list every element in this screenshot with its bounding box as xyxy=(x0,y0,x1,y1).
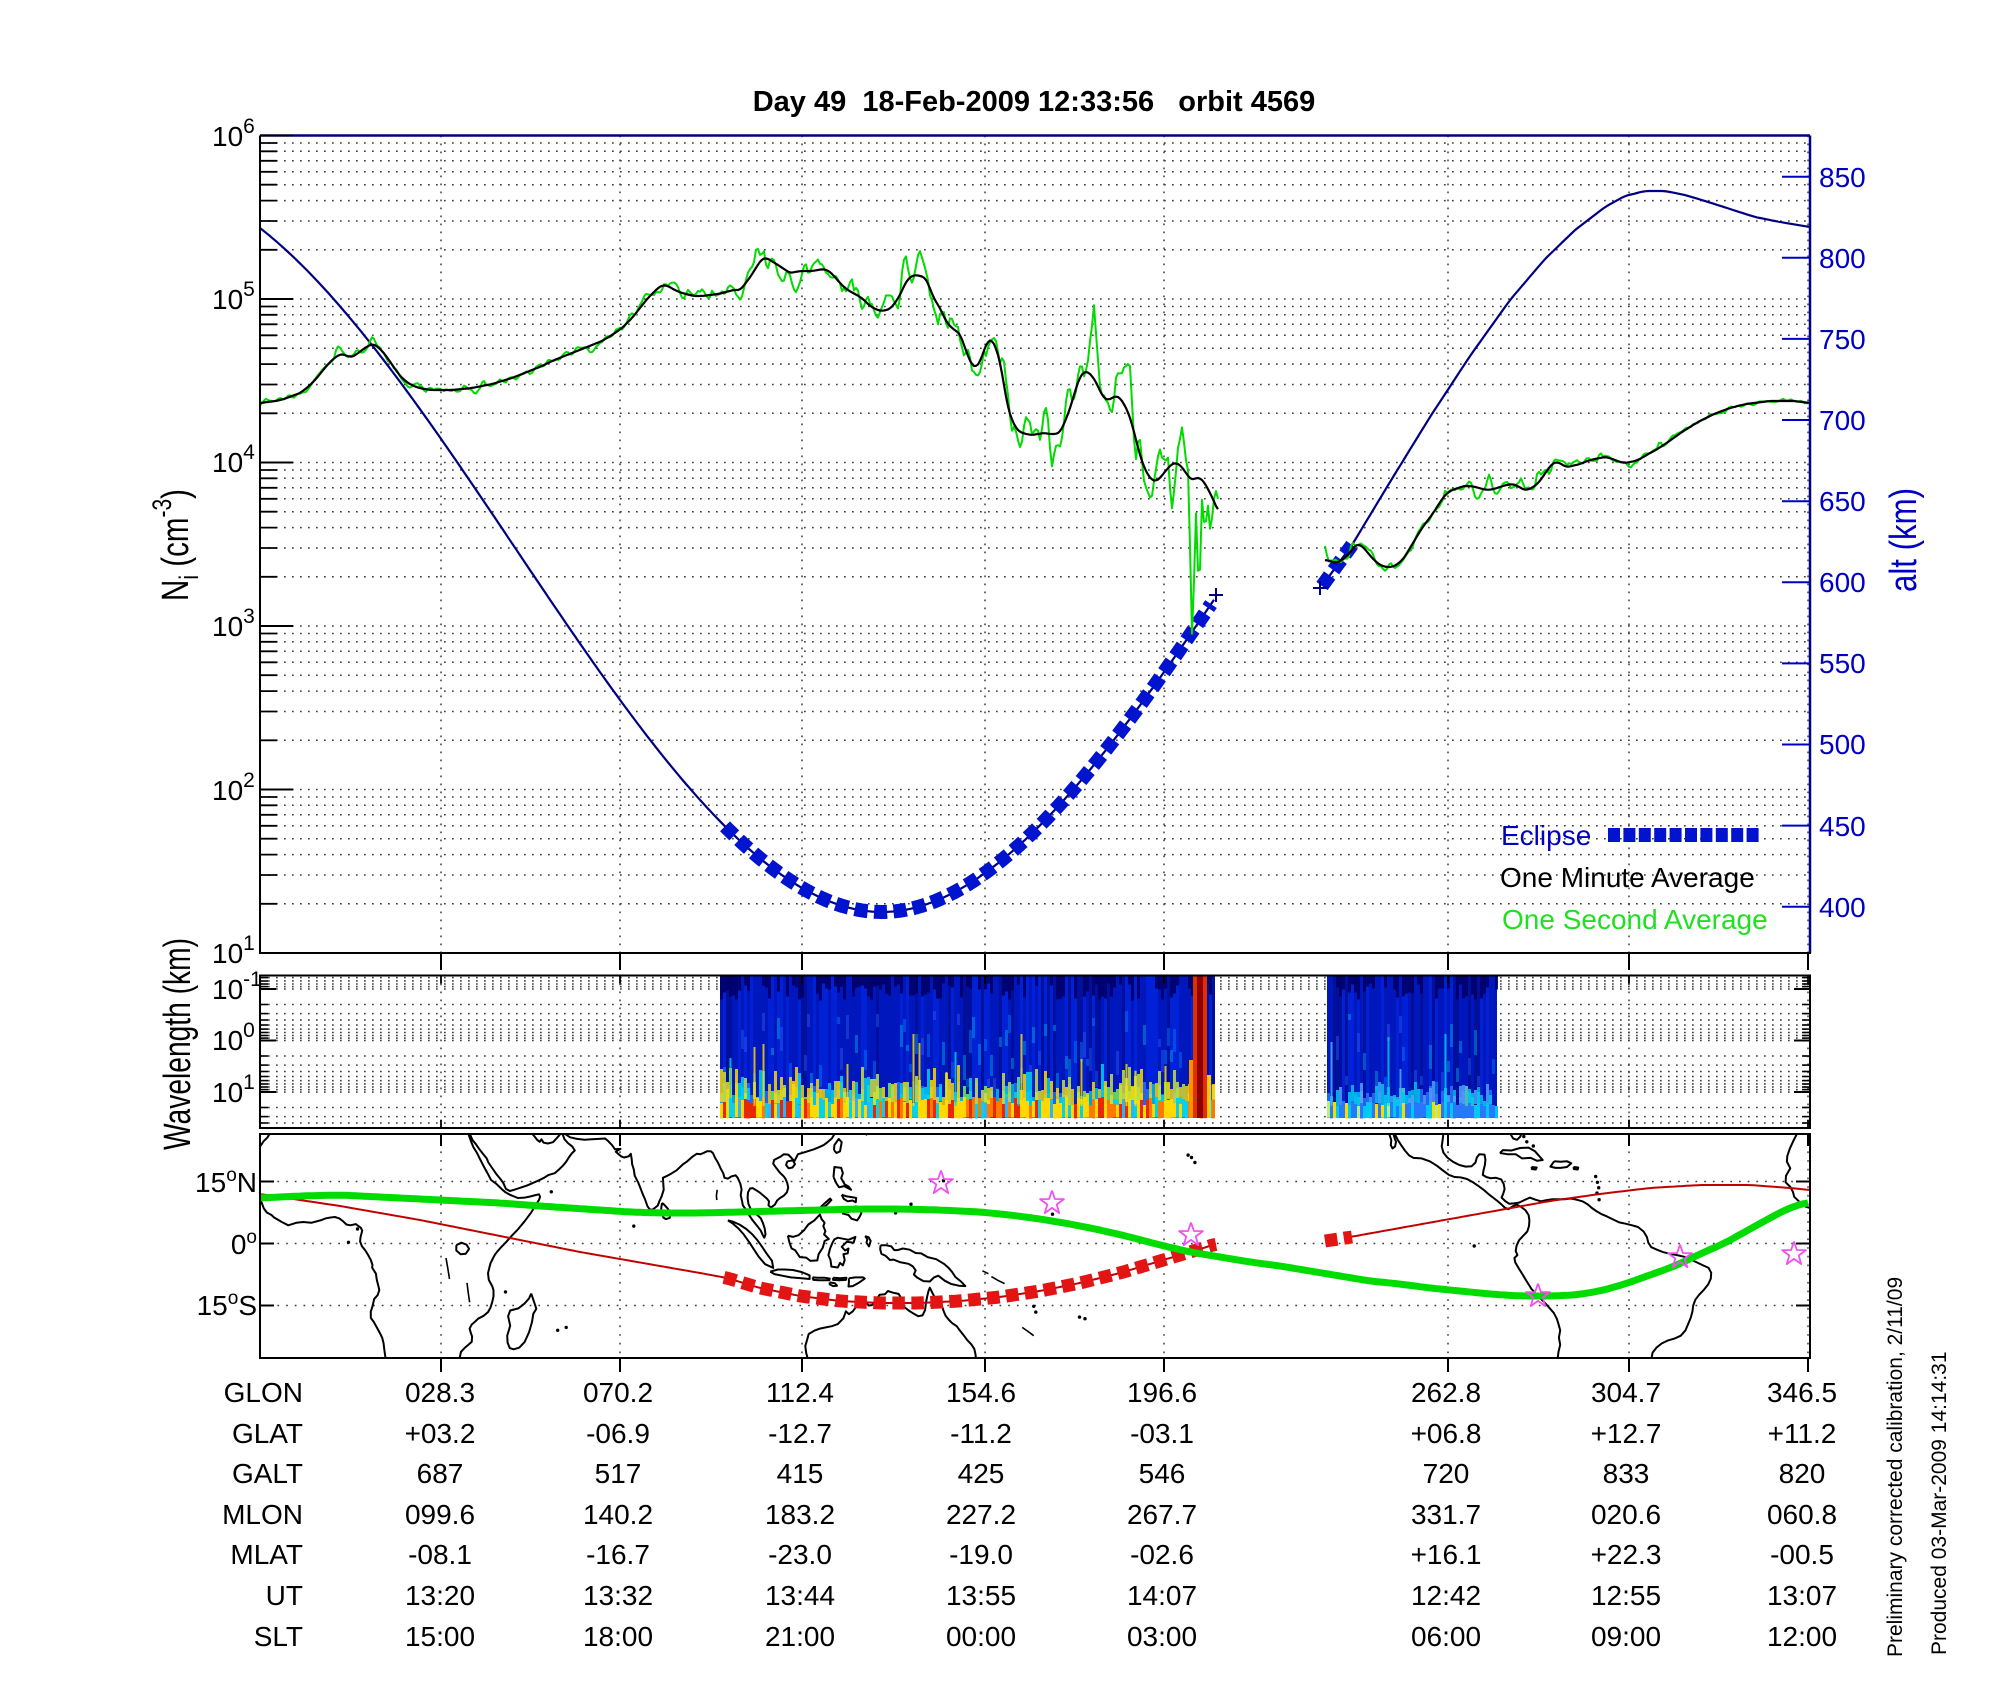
svg-text:13:32: 13:32 xyxy=(583,1580,653,1611)
svg-text:GLAT: GLAT xyxy=(232,1418,303,1449)
svg-text:720: 720 xyxy=(1423,1458,1470,1489)
svg-text:13:07: 13:07 xyxy=(1767,1580,1837,1611)
svg-text:-16.7: -16.7 xyxy=(586,1539,650,1570)
svg-text:267.7: 267.7 xyxy=(1127,1499,1197,1530)
svg-text:-19.0: -19.0 xyxy=(949,1539,1013,1570)
svg-text:550: 550 xyxy=(1819,648,1866,679)
svg-text:112.4: 112.4 xyxy=(766,1377,834,1408)
svg-text:070.2: 070.2 xyxy=(583,1377,653,1408)
svg-text:+16.1: +16.1 xyxy=(1411,1539,1482,1570)
svg-text:13:20: 13:20 xyxy=(405,1580,475,1611)
svg-text:Eclipse: Eclipse xyxy=(1501,820,1591,851)
svg-text:500: 500 xyxy=(1819,729,1866,760)
svg-text:304.7: 304.7 xyxy=(1591,1377,1661,1408)
svg-text:13:55: 13:55 xyxy=(946,1580,1016,1611)
svg-text:03:00: 03:00 xyxy=(1127,1621,1197,1652)
svg-text:800: 800 xyxy=(1819,243,1866,274)
svg-text:331.7: 331.7 xyxy=(1411,1499,1481,1530)
svg-text:+12.7: +12.7 xyxy=(1591,1418,1662,1449)
svg-text:SLT: SLT xyxy=(254,1621,303,1652)
svg-text:517: 517 xyxy=(595,1458,642,1489)
svg-text:UT: UT xyxy=(266,1580,303,1611)
svg-text:Produced 03-Mar-2009 14:14:31: Produced 03-Mar-2009 14:14:31 xyxy=(1928,1351,1951,1655)
svg-text:12:00: 12:00 xyxy=(1767,1621,1837,1652)
svg-text:346.5: 346.5 xyxy=(1767,1377,1837,1408)
svg-text:450: 450 xyxy=(1819,811,1866,842)
svg-text:600: 600 xyxy=(1819,567,1866,598)
svg-text:Wavelength (km): Wavelength (km) xyxy=(157,938,199,1150)
svg-text:099.6: 099.6 xyxy=(405,1499,475,1530)
svg-text:415: 415 xyxy=(777,1458,824,1489)
svg-text:-08.1: -08.1 xyxy=(408,1539,472,1570)
svg-text:850: 850 xyxy=(1819,162,1866,193)
svg-text:MLAT: MLAT xyxy=(230,1539,303,1570)
svg-text:12:55: 12:55 xyxy=(1591,1580,1661,1611)
svg-text:820: 820 xyxy=(1779,1458,1826,1489)
svg-text:alt (km): alt (km) xyxy=(1883,488,1925,592)
svg-text:425: 425 xyxy=(958,1458,1005,1489)
svg-text:687: 687 xyxy=(417,1458,464,1489)
svg-text:650: 650 xyxy=(1819,486,1866,517)
svg-text:+22.3: +22.3 xyxy=(1591,1539,1662,1570)
svg-text:-23.0: -23.0 xyxy=(768,1539,832,1570)
svg-text:GLON: GLON xyxy=(224,1377,303,1408)
svg-text:+11.2: +11.2 xyxy=(1768,1418,1837,1449)
svg-text:196.6: 196.6 xyxy=(1127,1377,1197,1408)
svg-text:227.2: 227.2 xyxy=(946,1499,1016,1530)
svg-text:Preliminary corrected calibrat: Preliminary corrected calibration, 2/11/… xyxy=(1884,1277,1907,1657)
svg-text:060.8: 060.8 xyxy=(1767,1499,1837,1530)
svg-text:09:00: 09:00 xyxy=(1591,1621,1661,1652)
svg-text:+06.8: +06.8 xyxy=(1411,1418,1482,1449)
svg-text:13:44: 13:44 xyxy=(765,1580,835,1611)
svg-text:262.8: 262.8 xyxy=(1411,1377,1481,1408)
svg-text:06:00: 06:00 xyxy=(1411,1621,1481,1652)
svg-text:15oN: 15oN xyxy=(195,1165,257,1198)
svg-text:12:42: 12:42 xyxy=(1411,1580,1481,1611)
svg-text:15:00: 15:00 xyxy=(405,1621,475,1652)
svg-text:700: 700 xyxy=(1819,405,1866,436)
svg-text:-11.2: -11.2 xyxy=(950,1418,1012,1449)
svg-text:Day 49 18-Feb-2009 12:33:56: Day 49 18-Feb-2009 12:33:56 orbit 4569 xyxy=(753,86,1316,118)
svg-text:00:00: 00:00 xyxy=(946,1621,1016,1652)
svg-text:18:00: 18:00 xyxy=(583,1621,653,1652)
svg-text:15oS: 15oS xyxy=(197,1288,257,1321)
svg-text:One Second Average: One Second Average xyxy=(1502,904,1768,935)
svg-text:GALT: GALT xyxy=(232,1458,303,1489)
svg-text:One Minute Average: One Minute Average xyxy=(1500,862,1755,893)
svg-text:154.6: 154.6 xyxy=(946,1377,1016,1408)
svg-text:183.2: 183.2 xyxy=(765,1499,835,1530)
svg-text:020.6: 020.6 xyxy=(1591,1499,1661,1530)
svg-text:-12.7: -12.7 xyxy=(768,1418,832,1449)
svg-text:21:00: 21:00 xyxy=(765,1621,835,1652)
svg-text:028.3: 028.3 xyxy=(405,1377,475,1408)
svg-text:MLON: MLON xyxy=(222,1499,303,1530)
svg-text:-03.1: -03.1 xyxy=(1130,1418,1194,1449)
svg-text:140.2: 140.2 xyxy=(583,1499,653,1530)
svg-text:-06.9: -06.9 xyxy=(586,1418,650,1449)
svg-text:-02.6: -02.6 xyxy=(1130,1539,1194,1570)
svg-text:750: 750 xyxy=(1819,324,1866,355)
svg-text:+03.2: +03.2 xyxy=(405,1418,476,1449)
svg-text:-00.5: -00.5 xyxy=(1770,1539,1834,1570)
svg-text:14:07: 14:07 xyxy=(1127,1580,1197,1611)
svg-text:400: 400 xyxy=(1819,892,1866,923)
svg-text:833: 833 xyxy=(1603,1458,1650,1489)
svg-text:546: 546 xyxy=(1139,1458,1186,1489)
